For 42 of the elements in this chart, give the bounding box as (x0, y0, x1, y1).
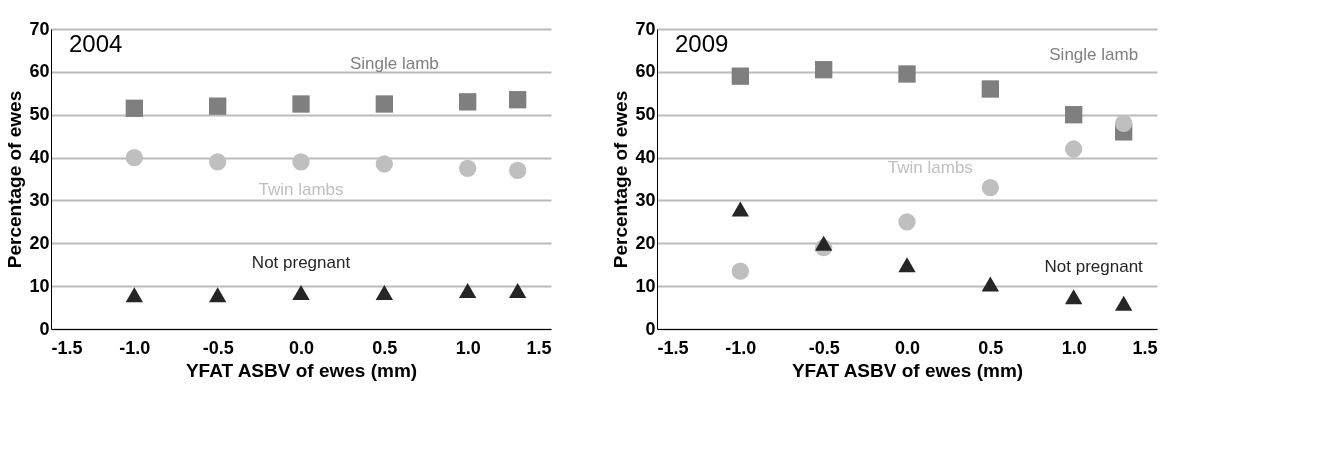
x-tick-label: 0.5 (978, 337, 1004, 358)
y-tick-label: 50 (635, 104, 656, 125)
x-tick-label: 1.0 (1061, 337, 1087, 358)
x-tick-label: 0.0 (288, 337, 315, 358)
y-axis-title: Percentage of ewes (4, 90, 26, 269)
y-axis-title: Percentage of ewes (610, 90, 632, 269)
y-tick-label: 60 (29, 61, 50, 82)
x-tick-label: 0.0 (894, 337, 921, 358)
x-tick-label: -1.5 (657, 337, 689, 358)
y-tick-label: 10 (635, 275, 656, 296)
y-tick-label: 0 (39, 318, 50, 339)
y-tick-label: 50 (29, 104, 50, 125)
annotation: 2004 (69, 30, 123, 57)
x-axis-title: YFAT ASBV of ewes (mm) (791, 359, 1024, 381)
y-tick-label: 30 (635, 189, 656, 210)
y-tick-label: 70 (29, 18, 50, 39)
y-tick-label: 70 (635, 18, 656, 39)
x-tick-label: -1.0 (725, 337, 757, 358)
y-tick-label: 30 (29, 189, 50, 210)
x-tick-label: -0.5 (808, 337, 840, 358)
series-label: Not pregnant (251, 252, 351, 272)
y-tick-label: 20 (29, 232, 50, 253)
y-tick-label: 20 (635, 232, 656, 253)
annotation: 2009 (675, 30, 729, 57)
series-label: Twin lambs (258, 179, 344, 199)
y-tick-label: 10 (29, 275, 50, 296)
series-label: Single lamb (349, 54, 439, 73)
x-tick-label: 1.5 (1132, 337, 1158, 358)
x-tick-label: 1.0 (455, 337, 481, 358)
y-tick-label: 40 (635, 147, 656, 168)
x-tick-label: 0.5 (372, 337, 398, 358)
series-label: Not pregnant (1044, 256, 1144, 276)
text: Single lamb (1049, 44, 1139, 64)
y-tick-label: 60 (635, 61, 656, 82)
x-tick-label: -1.0 (119, 337, 151, 358)
x-axis-title: YFAT ASBV of ewes (mm) (185, 359, 418, 381)
y-tick-label: 40 (29, 147, 50, 168)
x-tick-label: 1.5 (526, 337, 552, 358)
x-tick-label: -0.5 (202, 337, 234, 358)
series-label: Twin lambs (887, 157, 973, 177)
y-tick-label: 0 (645, 318, 656, 339)
x-tick-label: -1.5 (51, 337, 83, 358)
